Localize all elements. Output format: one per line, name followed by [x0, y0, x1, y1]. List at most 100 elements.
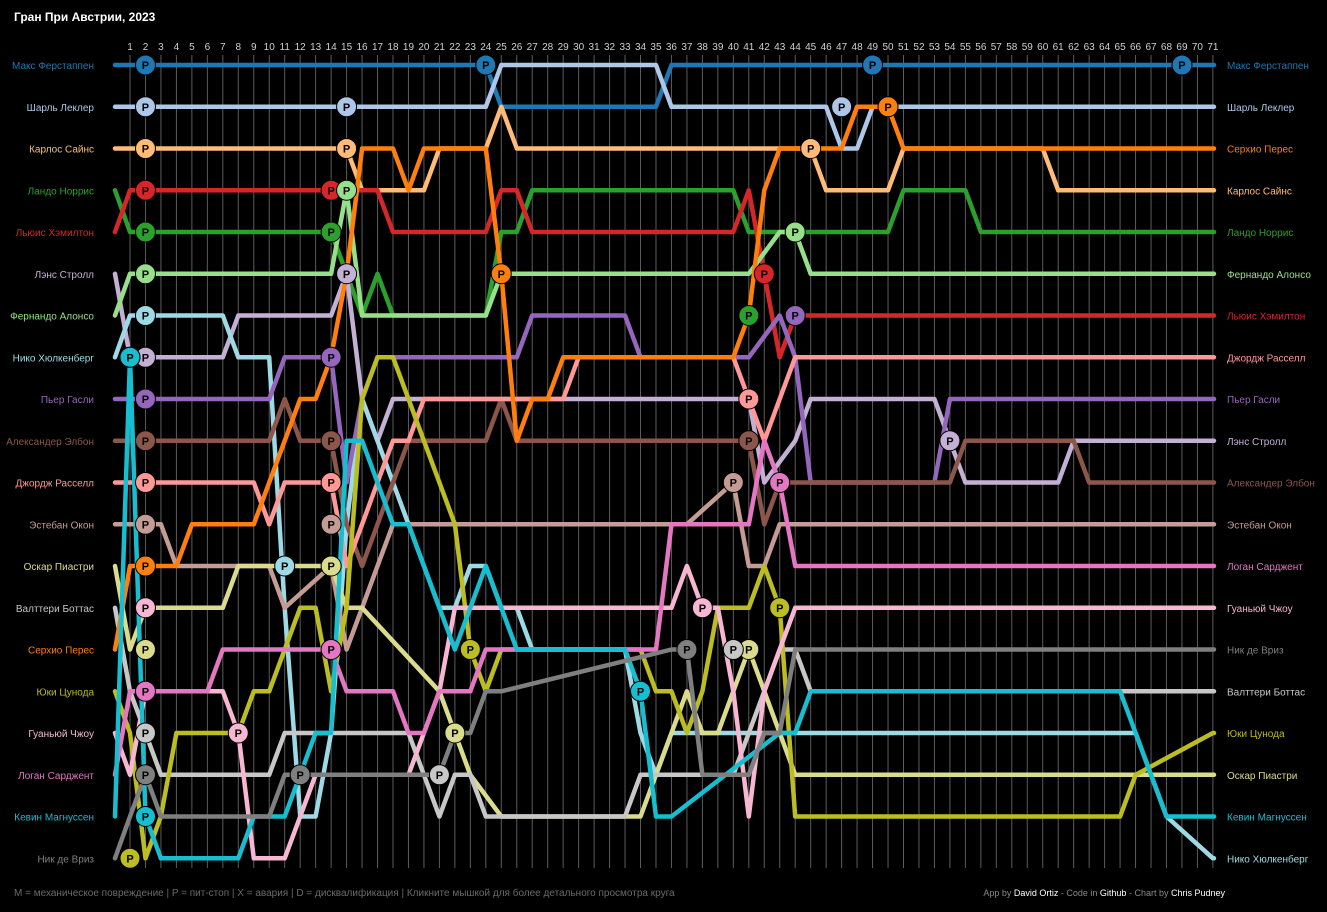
pit-stop-marker[interactable]	[722, 472, 744, 493]
chart-author-link[interactable]: Chris Pudney	[1170, 888, 1225, 898]
start-driver-name[interactable]: Логан Сарджент	[18, 771, 94, 782]
finish-driver-name[interactable]: Нико Хюлкенберг	[1227, 853, 1309, 865]
pit-stop-marker[interactable]	[134, 680, 156, 702]
pit-stop-marker[interactable]	[119, 346, 141, 368]
pit-stop-marker[interactable]	[862, 54, 884, 76]
finish-driver-name[interactable]: Кевин Магнуссен	[1227, 813, 1307, 824]
finish-driver-name[interactable]: Александер Элбон	[1227, 478, 1315, 490]
driver-line[interactable]	[112, 438, 1217, 778]
start-driver-name[interactable]: Пьер Гасли	[41, 395, 94, 406]
start-driver-name[interactable]: Александер Элбон	[6, 436, 94, 448]
finish-driver-name[interactable]: Ландо Норрис	[1227, 228, 1293, 239]
finish-driver-name[interactable]: Фернандо Алонсо	[1227, 270, 1311, 281]
pit-stop-marker[interactable]	[134, 555, 156, 577]
start-driver-name[interactable]: Юки Цунода	[37, 687, 95, 698]
start-driver-name[interactable]: Гуаньюй Чжоу	[28, 729, 94, 740]
pit-stop-marker[interactable]	[134, 388, 156, 410]
pit-stop-marker[interactable]	[320, 221, 342, 243]
pit-stop-marker[interactable]	[119, 847, 141, 869]
finish-driver-name[interactable]: Пьер Гасли	[1227, 395, 1280, 406]
pit-stop-marker[interactable]	[939, 430, 961, 452]
pit-stop-marker[interactable]	[134, 138, 156, 159]
pit-stop-marker[interactable]	[428, 764, 450, 786]
finish-driver-name[interactable]: Эстебан Окон	[1227, 519, 1292, 531]
pit-stop-marker[interactable]	[630, 680, 652, 702]
pit-stop-marker[interactable]	[320, 555, 342, 577]
pit-stop-marker[interactable]	[490, 263, 512, 285]
driver-line[interactable]	[112, 355, 1217, 861]
pit-stop-marker[interactable]	[320, 513, 342, 535]
pit-stop-marker[interactable]	[320, 346, 342, 368]
start-driver-name[interactable]: Валттери Боттас	[16, 604, 94, 615]
pit-stop-marker[interactable]	[289, 764, 311, 786]
pit-stop-marker[interactable]	[336, 96, 358, 118]
start-driver-name[interactable]: Ник де Вриз	[37, 854, 94, 865]
pit-stop-marker[interactable]	[444, 722, 466, 744]
start-driver-name[interactable]: Льюис Хэмилтон	[16, 228, 94, 239]
driver-lines[interactable]	[112, 62, 1217, 861]
finish-driver-name[interactable]: Валттери Боттас	[1227, 687, 1305, 698]
pit-stop-marker[interactable]	[134, 179, 156, 201]
start-driver-name[interactable]: Серхио Перес	[28, 646, 94, 657]
pit-stop-marker[interactable]	[134, 722, 156, 744]
pit-stop-marker[interactable]	[738, 388, 760, 410]
pit-stop-marker[interactable]	[738, 430, 760, 452]
pit-stop-marker[interactable]	[336, 263, 358, 285]
pit-stop-marker[interactable]	[336, 138, 358, 159]
finish-driver-name[interactable]: Лэнс Стролл	[1227, 437, 1287, 448]
finish-driver-name[interactable]: Оскар Пиастри	[1227, 771, 1297, 782]
driver-line[interactable]	[112, 188, 1217, 318]
start-driver-name[interactable]: Фернандо Алонсо	[10, 312, 94, 323]
pit-stop-marker[interactable]	[134, 263, 156, 285]
pit-stop-marker[interactable]	[134, 639, 156, 660]
finish-driver-name[interactable]: Гуаньюй Чжоу	[1227, 604, 1293, 615]
pit-stop-marker[interactable]	[320, 639, 342, 660]
driver-line[interactable]	[112, 188, 1217, 318]
pit-stop-marker[interactable]	[722, 639, 744, 660]
finish-driver-name[interactable]: Макс Ферстаппен	[1227, 61, 1309, 72]
finish-driver-name[interactable]: Логан Сарджент	[1227, 562, 1303, 573]
pit-stop-marker[interactable]	[784, 221, 806, 243]
driver-line[interactable]	[112, 355, 1217, 861]
pit-stop-marker[interactable]	[738, 305, 760, 326]
author-link[interactable]: David Ortiz	[1013, 888, 1059, 898]
finish-driver-name[interactable]: Ник де Вриз	[1227, 646, 1284, 657]
start-driver-name[interactable]: Карлос Сайнс	[29, 145, 94, 156]
pit-stop-marker[interactable]	[691, 597, 713, 619]
driver-line[interactable]	[112, 104, 1217, 652]
pit-stop-marker[interactable]	[134, 806, 156, 827]
finish-driver-name[interactable]: Джордж Расселл	[1227, 353, 1306, 364]
start-driver-name[interactable]: Джордж Расселл	[16, 479, 95, 490]
pit-stop-marker[interactable]	[784, 305, 806, 326]
start-driver-name[interactable]: Ландо Норрис	[28, 186, 94, 197]
pit-stop-marker[interactable]	[800, 138, 822, 159]
pit-stop-marker[interactable]	[134, 221, 156, 243]
pit-stop-marker[interactable]	[320, 472, 342, 493]
pit-stop-marker[interactable]	[459, 639, 481, 660]
pit-stop-marker[interactable]	[676, 639, 698, 660]
start-driver-name[interactable]: Кевин Магнуссен	[14, 813, 94, 824]
pit-stop-marker[interactable]	[134, 96, 156, 118]
finish-driver-name[interactable]: Карлос Сайнс	[1227, 186, 1292, 197]
start-driver-name[interactable]: Оскар Пиастри	[24, 562, 94, 573]
start-driver-name[interactable]: Нико Хюлкенберг	[13, 352, 95, 364]
pit-stop-marker[interactable]	[134, 513, 156, 535]
finish-driver-name[interactable]: Серхио Перес	[1227, 145, 1293, 156]
pit-stop-marker[interactable]	[753, 263, 775, 285]
start-driver-name[interactable]: Лэнс Стролл	[35, 270, 95, 281]
start-driver-name[interactable]: Эстебан Окон	[29, 519, 94, 531]
driver-line[interactable]	[112, 647, 1217, 861]
finish-driver-name[interactable]: Юки Цунода	[1227, 729, 1285, 740]
start-driver-name[interactable]: Шарль Леклер	[27, 103, 95, 114]
pit-stop-marker[interactable]	[274, 555, 296, 577]
driver-line[interactable]	[112, 480, 1217, 652]
start-driver-name[interactable]: Макс Ферстаппен	[12, 61, 94, 72]
pit-stop-marker[interactable]	[134, 472, 156, 493]
pit-stop-marker[interactable]	[769, 472, 791, 493]
pit-stop-marker[interactable]	[877, 96, 899, 118]
pit-stop-marker[interactable]	[831, 96, 853, 118]
pit-stop-marker[interactable]	[134, 54, 156, 76]
pit-stop-marker[interactable]	[134, 305, 156, 326]
finish-driver-name[interactable]: Шарль Леклер	[1227, 103, 1295, 114]
pit-stop-marker[interactable]	[475, 54, 497, 76]
